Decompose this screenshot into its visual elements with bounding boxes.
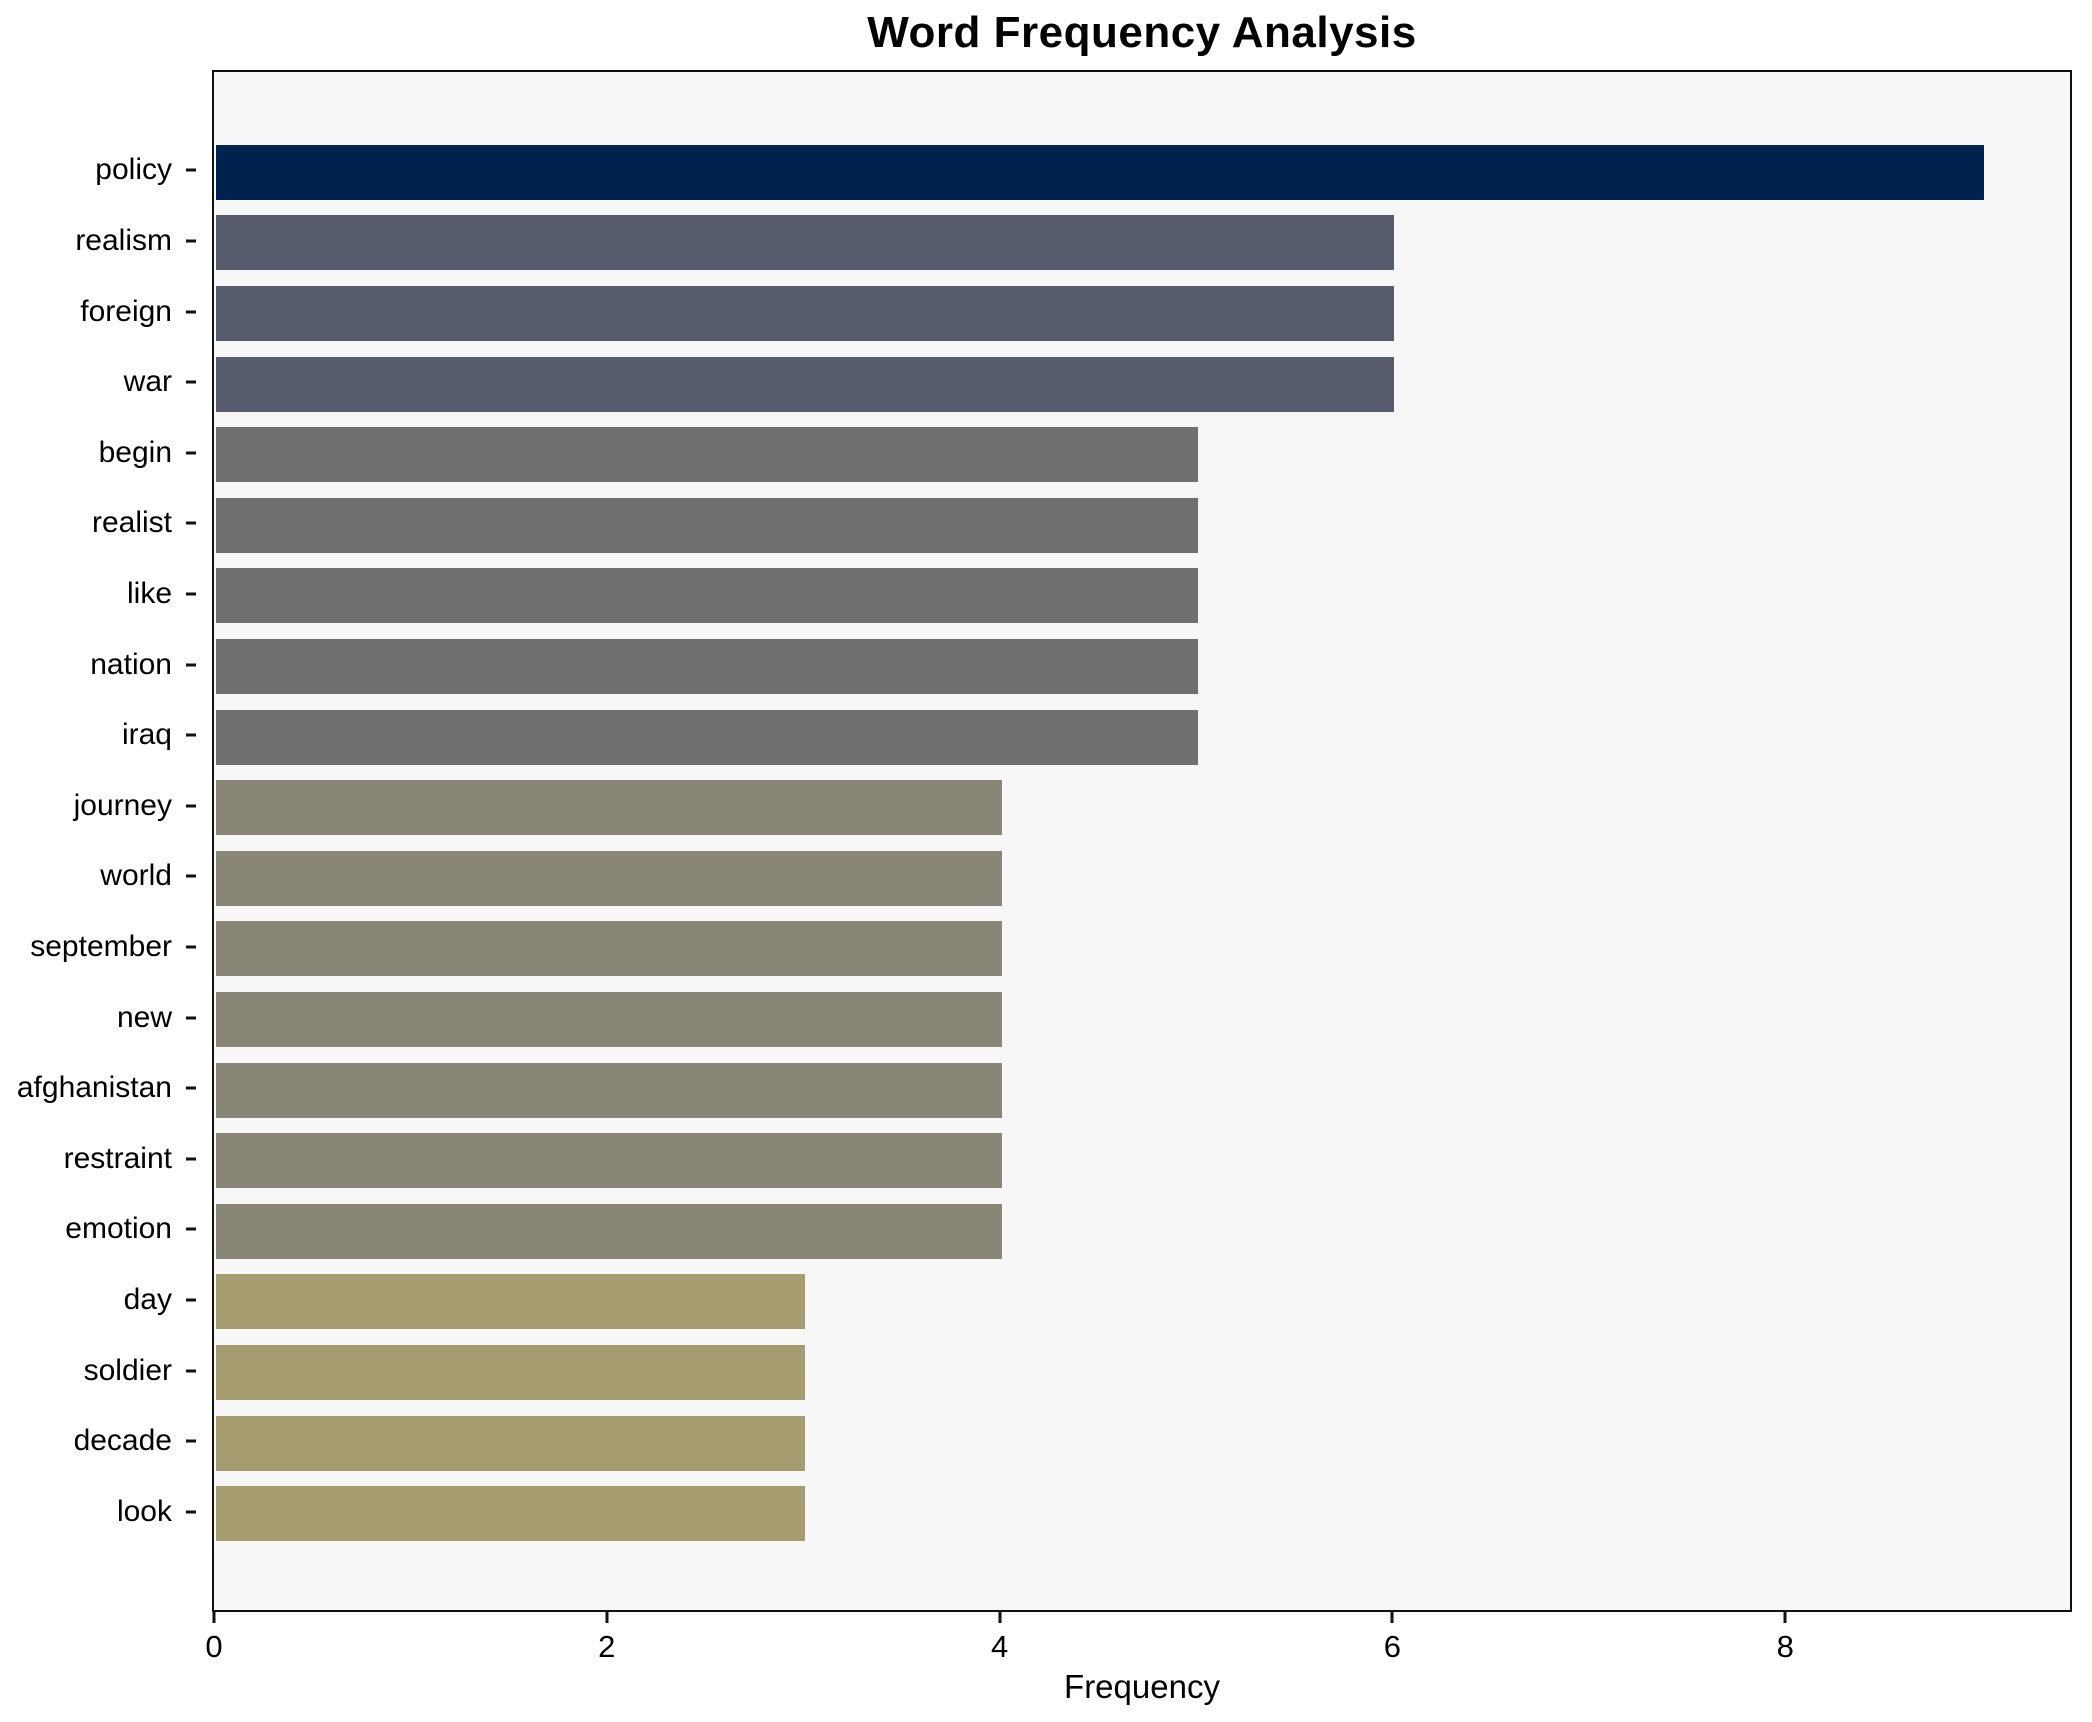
y-tick-label-realist: realist [91,506,172,540]
bar-journey [216,780,1002,836]
y-tick-mark [186,733,196,737]
y-tick-mark [186,663,196,666]
y-tick-mark [186,451,196,455]
bar-look [216,1486,806,1542]
y-tick-label-begin: begin [98,435,172,469]
y-tick-label-emotion: emotion [65,1212,172,1246]
bar-world [216,850,1002,906]
y-tick-mark [186,945,196,949]
bar-realist [216,497,1198,553]
x-tick-mark [1390,1612,1394,1623]
y-tick-mark [186,239,196,243]
y-tick-label-iraq: iraq [121,718,172,752]
y-tick-mark [186,521,196,525]
bar-begin [216,427,1198,483]
bar-afghanistan [216,1062,1002,1118]
y-tick-mark [186,874,196,878]
y-tick-label-like: like [126,576,172,610]
x-tick-mark [212,1612,216,1623]
y-tick-mark [186,1086,196,1090]
y-tick-label-soldier: soldier [83,1353,172,1387]
bar-foreign [216,286,1395,341]
y-tick-label-restraint: restraint [63,1141,172,1175]
y-tick-mark [186,1369,196,1372]
y-tick-label-look: look [116,1494,172,1528]
x-tick-label-0: 0 [205,1629,223,1664]
y-tick-label-foreign: foreign [80,294,172,328]
chart-title: Word Frequency Analysis [867,8,1417,57]
bar-emotion [216,1203,1002,1259]
bar-september [216,921,1002,977]
y-tick-mark [186,168,196,172]
bar-soldier [216,1345,806,1400]
x-tick-mark [1783,1612,1787,1623]
bar-iraq [216,709,1198,765]
bar-day [216,1274,806,1330]
y-tick-label-nation: nation [90,647,172,681]
y-tick-label-new: new [116,1000,172,1034]
x-axis-title: Frequency [1064,1668,1220,1705]
plot-area [212,70,2072,1612]
y-tick-mark [186,1016,196,1019]
y-tick-mark [186,1298,196,1302]
y-tick-label-decade: decade [73,1424,172,1458]
x-tick-label-4: 4 [990,1629,1009,1664]
bar-policy [216,144,1984,200]
bars-layer [216,74,2072,1612]
y-tick-label-war: war [123,365,172,399]
bar-like [216,568,1198,624]
y-tick-label-journey: journey [73,788,172,822]
x-tick-label-6: 6 [1383,1629,1402,1664]
y-tick-label-afghanistan: afghanistan [16,1071,172,1105]
bar-decade [216,1415,806,1471]
y-tick-label-world: world [100,859,172,893]
x-axis-ticks: 0 2 4 6 8 [205,1612,2070,1672]
bar-war [216,356,1395,412]
y-tick-label-day: day [123,1282,172,1316]
y-tick-label-policy: policy [95,153,172,187]
bar-realism [216,215,1395,271]
y-axis-labels: policy realism foreign war begin realist like n… [0,72,196,1610]
x-tick-mark [605,1612,609,1623]
y-tick-mark [186,310,196,313]
y-tick-mark [186,1227,196,1231]
y-tick-mark [186,1157,196,1161]
y-tick-mark [186,592,196,596]
y-tick-mark [186,380,196,384]
y-tick-mark [186,1439,196,1443]
y-tick-label-realism: realism [75,223,172,257]
x-tick-label-2: 2 [598,1629,616,1664]
y-tick-mark [186,804,196,808]
x-tick-mark [998,1612,1002,1623]
y-tick-label-september: september [30,929,172,963]
x-tick-label-8: 8 [1776,1629,1794,1664]
y-tick-mark [186,1510,196,1514]
bar-nation [216,639,1198,694]
bar-new [216,992,1002,1047]
bar-restraint [216,1133,1002,1189]
